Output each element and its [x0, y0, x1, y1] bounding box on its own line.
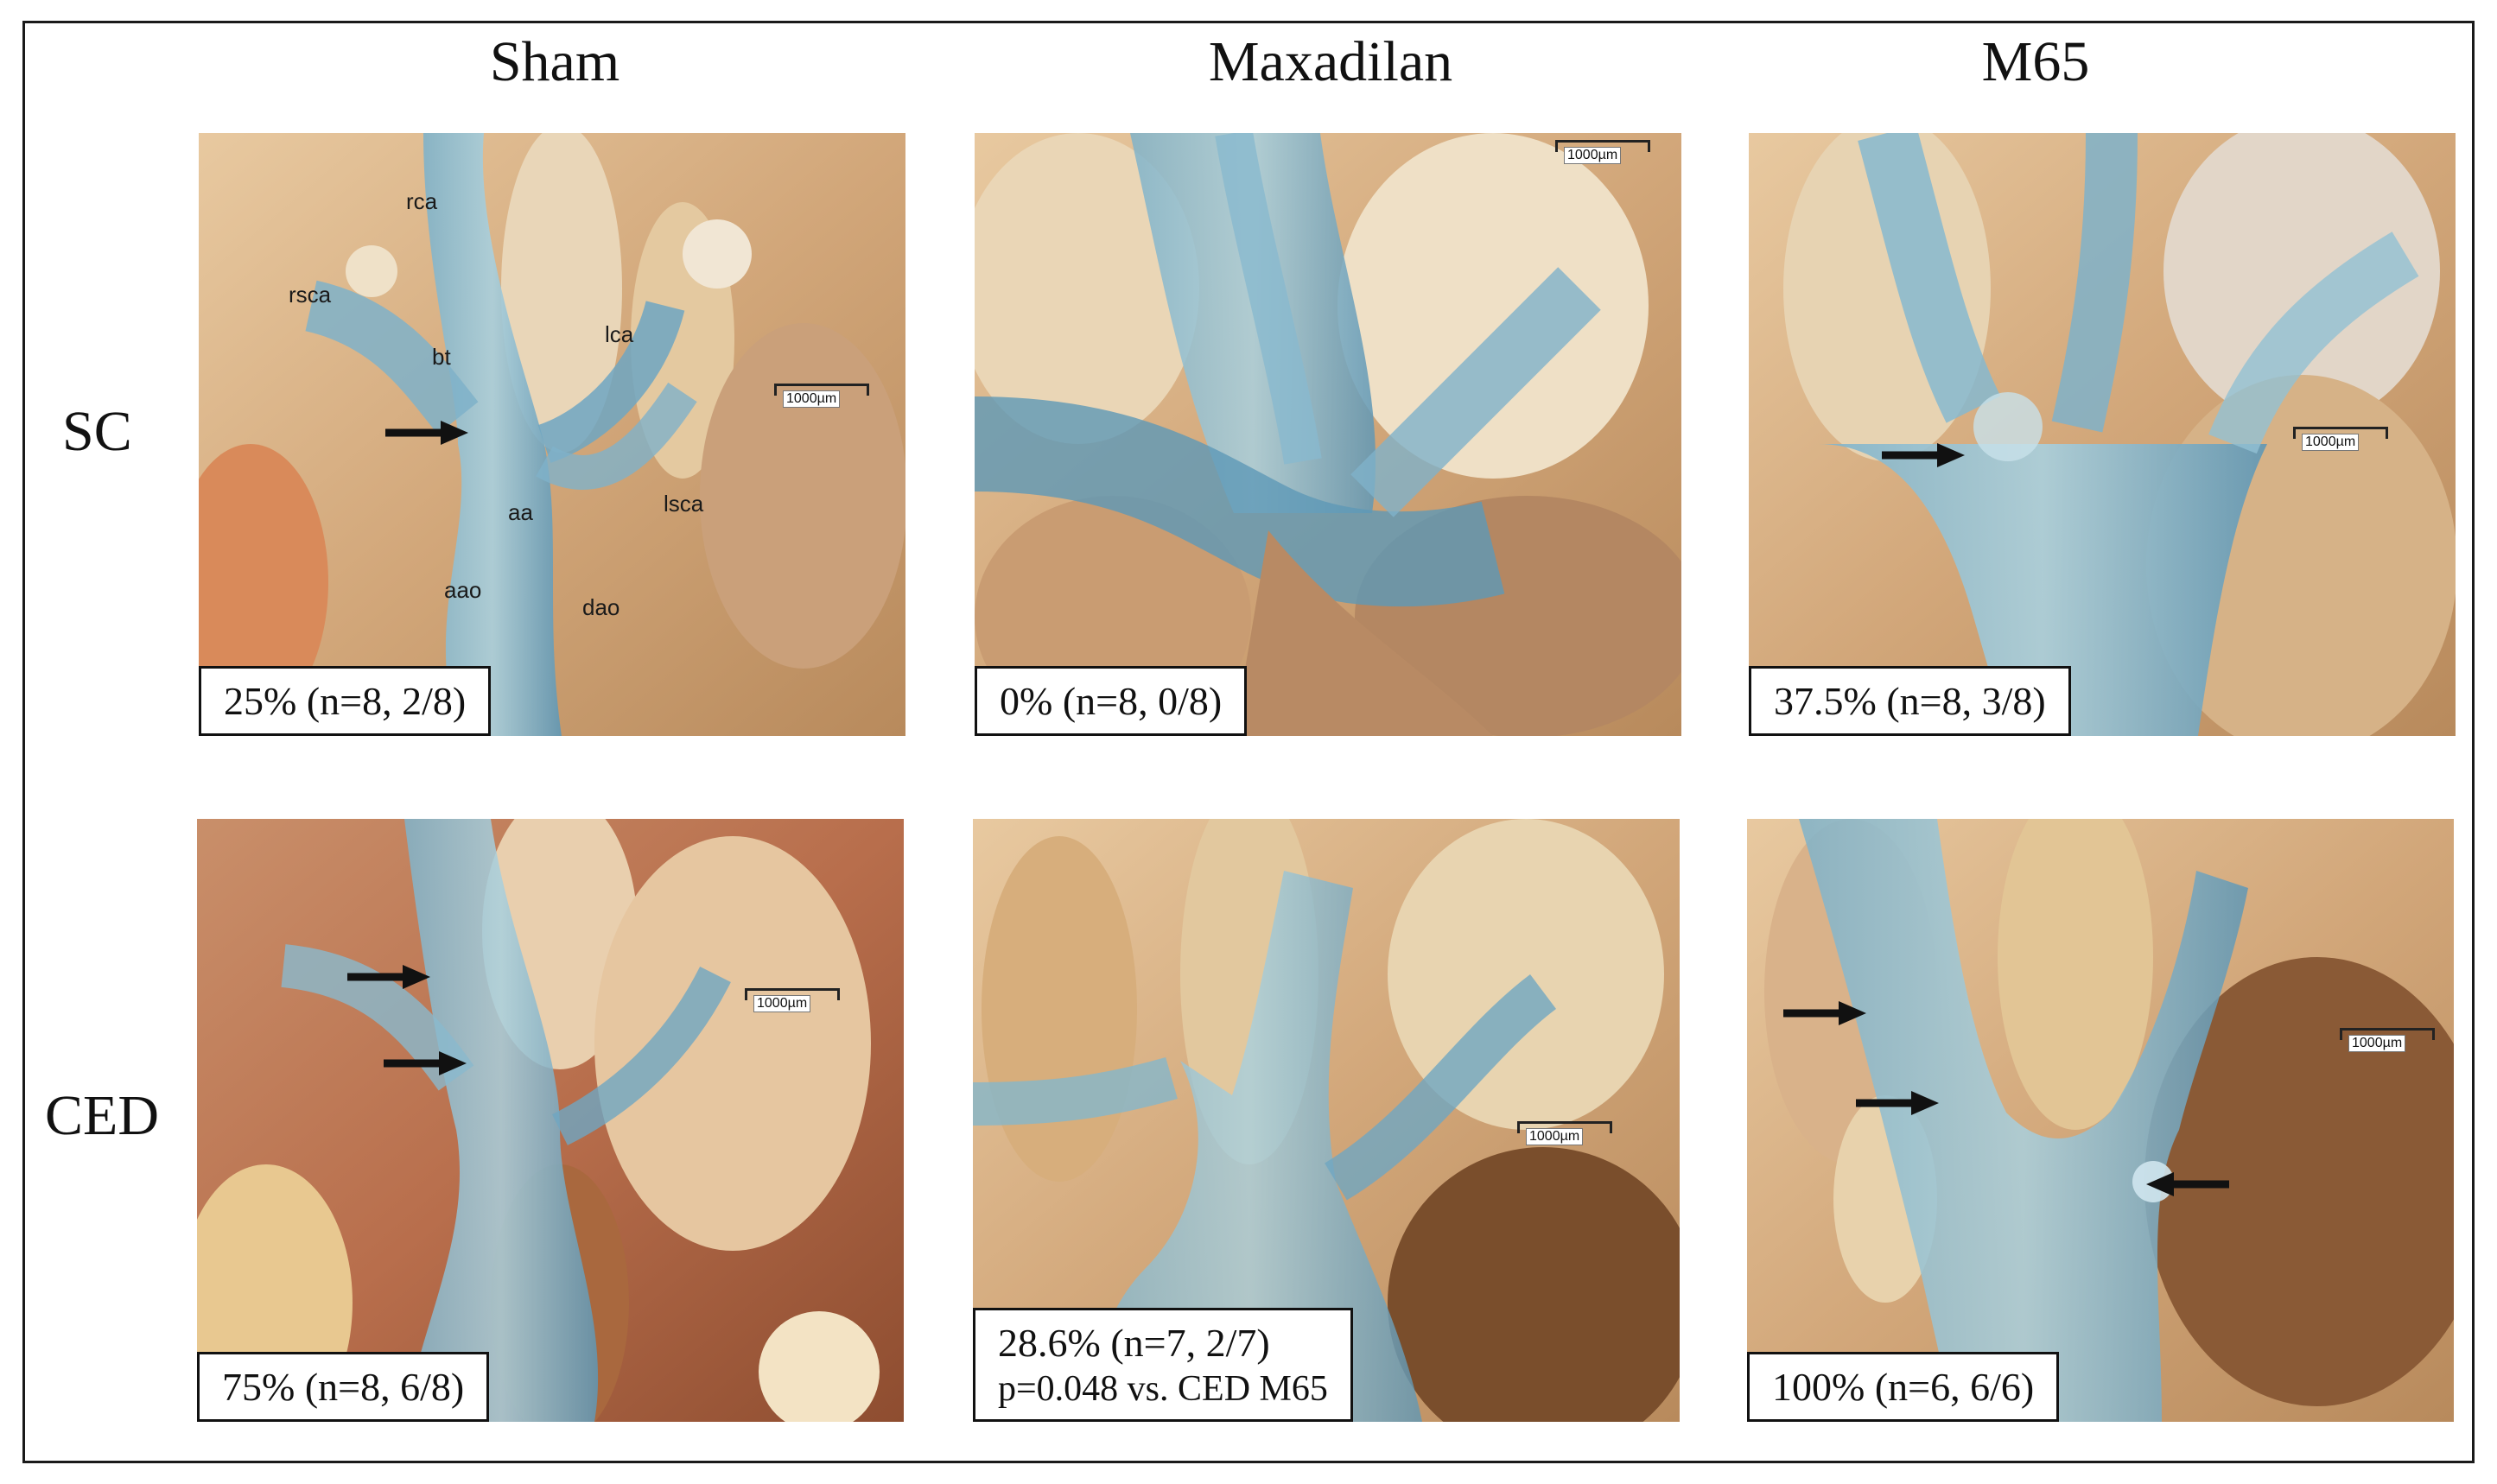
- panel-ced-m65: 1000µm 100% (n=6, 6/6): [1747, 819, 2454, 1422]
- label-rsca: rsca: [289, 282, 332, 308]
- percentage-caption: 37.5% (n=8, 3/8): [1749, 665, 2071, 736]
- caption-main: 28.6% (n=7, 2/7): [998, 1321, 1270, 1366]
- micrograph: [199, 133, 905, 736]
- micrograph: [975, 133, 1681, 736]
- label-aa: aa: [508, 499, 533, 525]
- arrow-icon: [1856, 1091, 1939, 1115]
- panel-sc-maxadilan: 1000µm 0% (n=8, 0/8): [975, 133, 1681, 736]
- arrow-icon: [1882, 443, 1965, 467]
- row-header-sc: SC: [62, 400, 132, 463]
- arrow-icon: [2146, 1172, 2229, 1196]
- label-bt: bt: [432, 344, 451, 370]
- percentage-caption: 25% (n=8, 2/8): [199, 665, 492, 736]
- figure-frame: [22, 21, 2475, 1463]
- label-lca: lca: [605, 321, 634, 347]
- label-lsca: lsca: [664, 491, 704, 517]
- arrow-icon: [384, 1051, 467, 1075]
- percentage-caption: 28.6% (n=7, 2/7) p=0.048 vs. CED M65: [973, 1308, 1353, 1422]
- label-dao: dao: [582, 594, 620, 620]
- arrow-icon: [1783, 1001, 1866, 1025]
- column-header-sham: Sham: [489, 30, 620, 93]
- panel-sc-sham: rca rsca bt lca aa lsca aao dao 1000µm 2…: [199, 133, 905, 736]
- arrow-icon: [347, 965, 430, 989]
- micrograph: [1749, 133, 2456, 736]
- column-header-m65: M65: [1981, 30, 2090, 93]
- label-rca: rca: [406, 188, 438, 214]
- percentage-caption: 0% (n=8, 0/8): [975, 665, 1248, 736]
- micrograph: [197, 819, 904, 1422]
- panel-sc-m65: 1000µm 37.5% (n=8, 3/8): [1749, 133, 2456, 736]
- label-aao: aao: [444, 577, 482, 603]
- row-header-ced: CED: [45, 1084, 159, 1147]
- arrow-icon: [385, 421, 468, 445]
- percentage-caption: 100% (n=6, 6/6): [1747, 1351, 2060, 1422]
- caption-pvalue: p=0.048 vs. CED M65: [998, 1368, 1328, 1409]
- percentage-caption: 75% (n=8, 6/8): [197, 1351, 490, 1422]
- micrograph: [1747, 819, 2454, 1422]
- panel-ced-sham: 1000µm 75% (n=8, 6/8): [197, 819, 904, 1422]
- panel-ced-maxadilan: 1000µm 28.6% (n=7, 2/7) p=0.048 vs. CED …: [973, 819, 1680, 1422]
- column-header-maxadilan: Maxadilan: [1208, 30, 1453, 93]
